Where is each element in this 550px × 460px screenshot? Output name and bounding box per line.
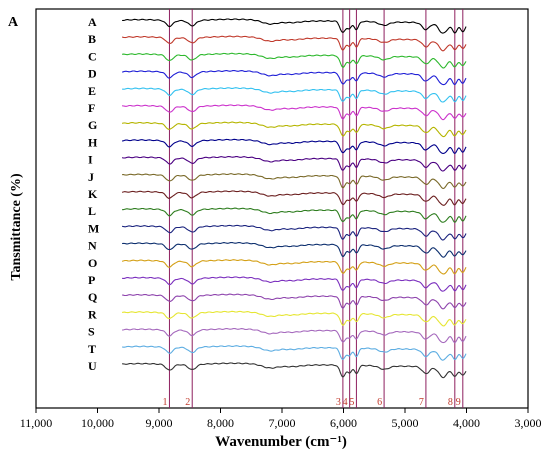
x-tick-label: 9,000 [146, 416, 173, 430]
spectrum-D [122, 69, 467, 86]
spectrum-L [122, 207, 467, 223]
x-tick-label: 3,000 [515, 416, 542, 430]
spectrum-H [122, 138, 467, 155]
series-label-F: F [88, 101, 95, 115]
series-label-E: E [88, 84, 96, 98]
series-label-H: H [88, 135, 98, 149]
x-axis-label: Wavenumber (cm⁻¹) [215, 434, 347, 450]
marker-label-1: 1 [162, 397, 167, 408]
marker-label-5: 5 [349, 397, 354, 408]
series-label-Q: Q [88, 290, 97, 304]
series-label-G: G [88, 118, 97, 132]
spectrum-B [122, 35, 467, 52]
series-label-R: R [88, 307, 97, 321]
x-tick-label: 4,000 [453, 416, 480, 430]
series-label-T: T [88, 342, 96, 356]
spectrum-G [121, 121, 467, 138]
marker-label-8: 8 [448, 397, 453, 408]
spectrum-R [121, 310, 467, 327]
series-label-U: U [88, 359, 97, 373]
marker-label-9: 9 [456, 397, 461, 408]
x-tick-label: 7,000 [269, 416, 296, 430]
marker-label-6: 6 [377, 397, 382, 408]
series-label-C: C [88, 49, 97, 63]
spectrum-I [121, 155, 467, 172]
spectrum-T [121, 345, 467, 361]
spectrum-P [122, 276, 467, 292]
marker-label-4: 4 [343, 397, 348, 408]
spectrum-A [122, 18, 467, 34]
series-label-B: B [88, 32, 96, 46]
x-tick-label: 8,000 [207, 416, 234, 430]
marker-label-2: 2 [185, 397, 190, 408]
spectrum-J [122, 173, 467, 190]
panel-label: A [8, 15, 19, 30]
series-label-O: O [88, 256, 97, 270]
series-label-K: K [88, 187, 98, 201]
spectrum-E [121, 87, 467, 103]
x-tick-label: 6,000 [330, 416, 357, 430]
marker-label-7: 7 [419, 397, 424, 408]
spectrum-U [122, 362, 467, 379]
x-tick-label: 11,000 [20, 416, 53, 430]
spectrum-S [122, 327, 467, 344]
series-label-S: S [88, 325, 95, 339]
spectrum-O [121, 259, 467, 275]
series-label-A: A [88, 15, 97, 29]
spectrum-Q [122, 293, 467, 310]
series-label-P: P [88, 273, 95, 287]
series-label-D: D [88, 67, 97, 81]
spectrum-C [121, 52, 467, 69]
series-label-N: N [88, 239, 97, 253]
spectrum-M [122, 224, 467, 241]
plot-frame [35, 8, 529, 409]
spectrum-F [122, 104, 467, 121]
series-label-M: M [88, 221, 99, 235]
series-label-I: I [88, 153, 93, 167]
x-tick-label: 10,000 [81, 416, 114, 430]
spectrum-N [121, 241, 467, 258]
x-tick-label: 5,000 [392, 416, 419, 430]
series-label-L: L [88, 204, 96, 218]
y-axis-label: Tansmittance (%) [9, 173, 24, 281]
marker-label-3: 3 [336, 397, 341, 408]
spectrum-K [121, 190, 467, 206]
series-label-J: J [88, 170, 94, 184]
